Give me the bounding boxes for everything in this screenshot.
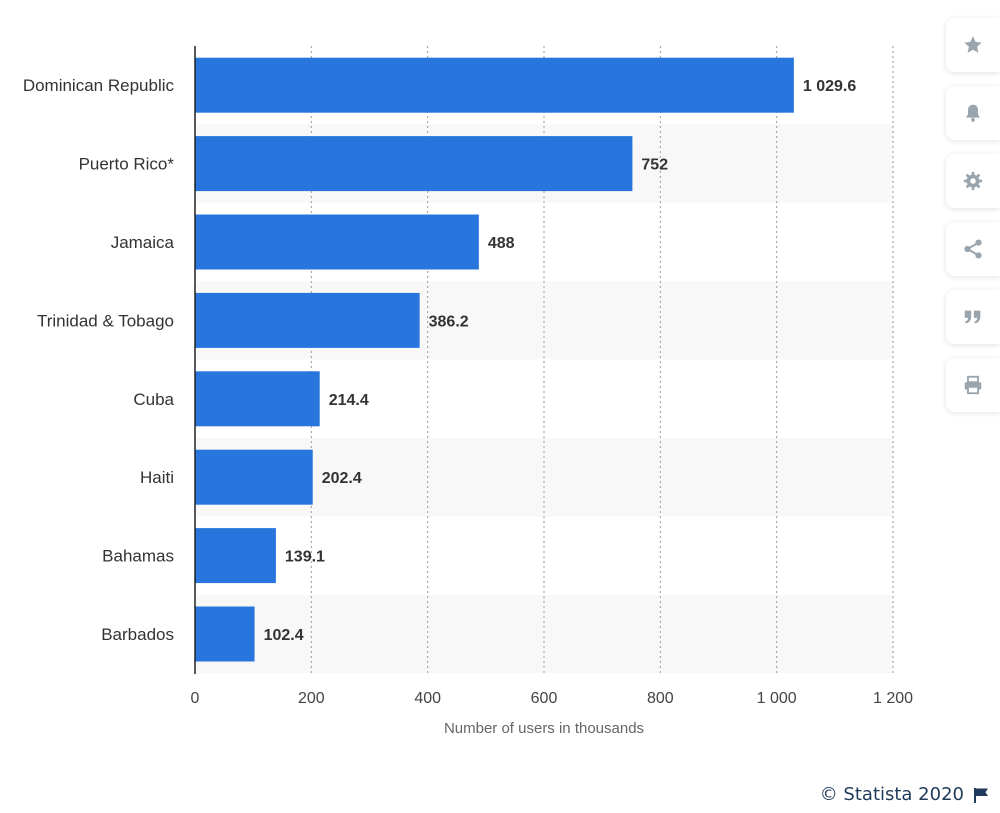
gear-icon: [963, 171, 983, 191]
value-label: 139.1: [285, 549, 325, 566]
x-tick-label: 800: [647, 690, 674, 707]
category-label: Barbados: [101, 625, 174, 644]
bars: [195, 57, 794, 662]
value-labels: 1 029.6 752 488 386.2 214.4 202.4 139.1 102.4: [264, 78, 857, 644]
bar-chart: Dominican Republic Puerto Rico* Jamaica Tri…: [23, 46, 914, 737]
bell-icon: [966, 104, 980, 122]
value-label: 386.2: [429, 313, 469, 330]
category-label: Jamaica: [111, 233, 175, 252]
bar[interactable]: [195, 136, 633, 192]
bar[interactable]: [195, 528, 276, 584]
value-label: 214.4: [329, 392, 369, 409]
bar[interactable]: [195, 292, 420, 348]
bar[interactable]: [195, 449, 313, 505]
notification-button[interactable]: [946, 86, 1000, 140]
quote-icon: [964, 310, 981, 324]
print-button[interactable]: [946, 358, 1000, 412]
x-tick-label: 1 000: [757, 690, 797, 707]
share-icon: [964, 239, 982, 259]
settings-button[interactable]: [946, 154, 1000, 208]
category-label: Trinidad & Tobago: [37, 311, 174, 330]
category-label: Haiti: [140, 468, 174, 487]
x-tick-label: 600: [531, 690, 558, 707]
value-label: 202.4: [322, 470, 362, 487]
bar[interactable]: [195, 606, 255, 662]
value-label: 1 029.6: [803, 78, 856, 95]
category-label: Puerto Rico*: [79, 155, 175, 174]
bar[interactable]: [195, 214, 479, 270]
printer-icon: [964, 375, 982, 395]
flag-icon[interactable]: [972, 786, 990, 804]
statista-credit: © Statista 2020: [820, 784, 990, 805]
x-tick-label: 1 200: [873, 690, 913, 707]
credit-text[interactable]: © Statista 2020: [819, 784, 964, 805]
x-tick-label: 200: [298, 690, 325, 707]
category-label: Cuba: [133, 390, 174, 409]
side-toolbar: [946, 18, 1000, 426]
favorite-button[interactable]: [946, 18, 1000, 72]
x-tick-label: 0: [191, 690, 200, 707]
x-axis-title: Number of users in thousands: [444, 720, 644, 737]
category-label: Bahamas: [102, 547, 174, 566]
category-labels: Dominican Republic Puerto Rico* Jamaica Tri…: [23, 76, 175, 644]
cite-button[interactable]: [946, 290, 1000, 344]
value-label: 752: [641, 157, 668, 174]
value-label: 102.4: [264, 627, 304, 644]
category-label: Dominican Republic: [23, 76, 175, 95]
value-label: 488: [488, 235, 515, 252]
x-tick-label: 400: [414, 690, 441, 707]
bar[interactable]: [195, 371, 320, 427]
share-button[interactable]: [946, 222, 1000, 276]
star-icon: [964, 36, 982, 53]
bar[interactable]: [195, 57, 794, 113]
x-tick-labels: 0 200 400 600 800 1 000 1 200: [191, 690, 914, 707]
